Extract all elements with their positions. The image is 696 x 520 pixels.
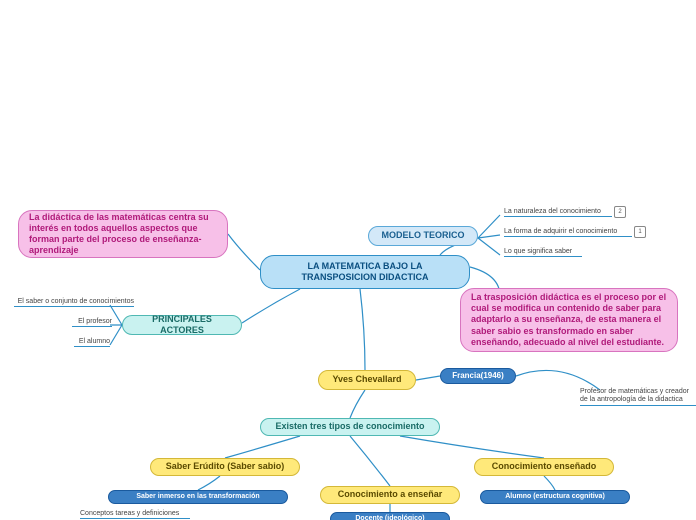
ensenado-node[interactable]: Conocimiento enseñado xyxy=(474,458,614,476)
center-node[interactable]: LA MATEMATICA BAJO LA TRANSPOSICION DIDA… xyxy=(260,255,470,289)
badge-1[interactable]: 1 xyxy=(634,226,646,238)
docente-node[interactable]: Docente (ideológico) xyxy=(330,512,450,520)
conceptos-text: Conceptos tareas y definiciones xyxy=(80,510,190,519)
modelo-node[interactable]: MODELO TEORICO xyxy=(368,226,478,246)
sabio-node[interactable]: Saber Erúdito (Saber sabio) xyxy=(150,458,300,476)
francia-node[interactable]: Francia(1946) xyxy=(440,368,516,384)
profesor-text: Profesor de matemáticas y creador de la … xyxy=(580,388,696,406)
pink-right[interactable]: La trasposición didáctica es el proceso … xyxy=(460,288,678,352)
line-r2: La forma de adquirir el conocimiento xyxy=(504,228,632,237)
line-l1: El saber o conjunto de conocimientos xyxy=(14,298,134,307)
tipos-node[interactable]: Existen tres tipos de conocimiento xyxy=(260,418,440,436)
line-l3: El alumno xyxy=(74,338,110,347)
alumno-node[interactable]: Alumno (estructura cognitiva) xyxy=(480,490,630,504)
actores-node[interactable]: PRINCIPALES ACTORES xyxy=(122,315,242,335)
inmerso-node[interactable]: Saber inmerso en las transformación xyxy=(108,490,288,504)
line-r3: Lo que significa saber xyxy=(504,248,582,257)
yves-node[interactable]: Yves Chevallard xyxy=(318,370,416,390)
ensenar-node[interactable]: Conocimiento a enseñar xyxy=(320,486,460,504)
badge-2[interactable]: 2 xyxy=(614,206,626,218)
pink-left[interactable]: La didáctica de las matemáticas centra s… xyxy=(18,210,228,258)
line-l2: El profesor xyxy=(72,318,112,327)
line-r1: La naturaleza del conocimiento xyxy=(504,208,612,217)
